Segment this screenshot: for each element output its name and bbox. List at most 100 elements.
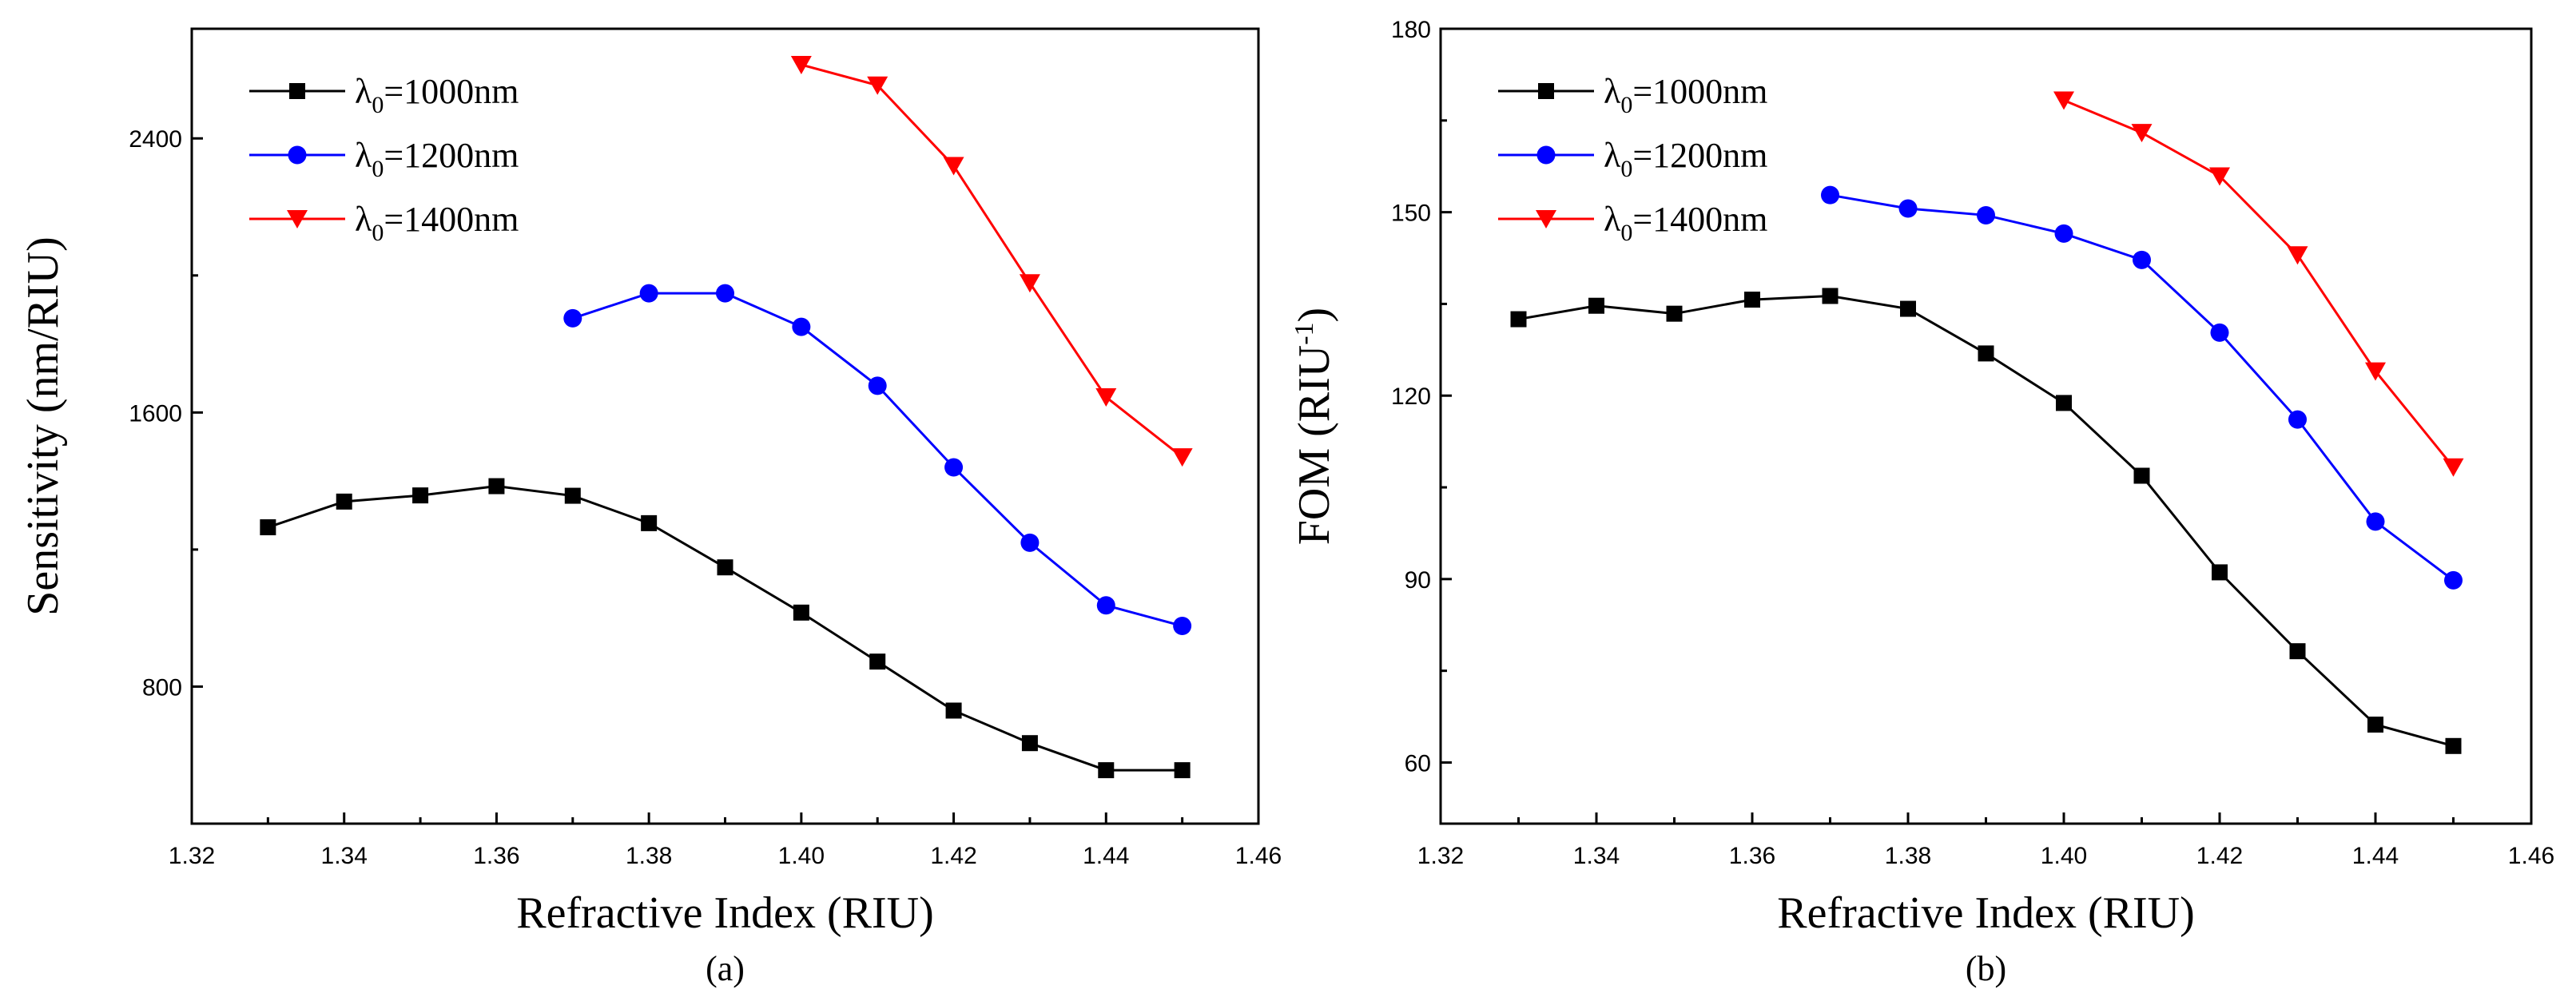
data-point (2131, 124, 2153, 143)
y-tick-label: 120 (1391, 383, 1431, 410)
legend-label: λ0=1000nm (1604, 72, 1767, 118)
y-axis-title-main: FOM (RIU (1290, 345, 1339, 545)
data-point (1098, 762, 1115, 779)
data-point (2054, 224, 2073, 243)
data-point (1171, 448, 1193, 467)
data-point (790, 56, 812, 75)
data-point (869, 653, 886, 670)
data-point (1021, 735, 1038, 752)
data-point (2133, 250, 2151, 269)
y-tick-label: 90 (1405, 567, 1431, 594)
legend-entry: λ0=1000nm (1498, 72, 1767, 118)
legend-label: λ0=1400nm (355, 200, 519, 246)
data-point (1173, 617, 1192, 636)
y-axis-title-end: ) (1290, 308, 1339, 323)
legend-label-subscript: 0 (1620, 220, 1632, 246)
series-1000nm (260, 478, 1191, 779)
x-tick-label: 1.32 (1417, 843, 1464, 869)
x-tick-label: 1.42 (930, 843, 976, 869)
data-point (1900, 300, 1916, 317)
data-point (717, 559, 733, 576)
legend-label-subscript: 0 (372, 220, 384, 246)
data-point (868, 376, 887, 395)
data-point (716, 284, 734, 303)
legend-marker (289, 83, 305, 99)
plot-frame (190, 27, 1260, 825)
x-axis-title: Refractive Index (RIU) (516, 888, 933, 938)
legend-label-symbol: λ (1604, 136, 1621, 175)
data-point (2289, 643, 2306, 660)
legend-label-subscript: 0 (1620, 156, 1632, 182)
data-point (1174, 762, 1191, 779)
data-point (1510, 311, 1527, 328)
data-point (944, 458, 964, 477)
data-point (943, 157, 964, 176)
data-point (1977, 205, 1995, 224)
data-point (2053, 91, 2074, 110)
x-tick-label: 1.34 (321, 843, 368, 869)
x-tick-label: 1.40 (778, 843, 825, 869)
legend-entry: λ0=1200nm (249, 136, 519, 182)
legend-label-value: =1400nm (384, 200, 519, 239)
data-point (1588, 297, 1604, 314)
data-point (1744, 292, 1760, 308)
data-point (563, 308, 582, 328)
data-point (412, 487, 429, 504)
x-tick-label: 1.46 (1235, 843, 1282, 869)
x-axis-title: Refractive Index (RIU) (1777, 888, 2194, 938)
legend-label: λ0=1000nm (355, 72, 519, 118)
data-point (2365, 362, 2386, 381)
legend-label: λ0=1200nm (1604, 136, 1767, 182)
series-line (801, 63, 1183, 459)
data-point (488, 478, 505, 495)
data-point (2288, 410, 2307, 429)
chart-panel-b: 1.32 1.34 1.36 1.38 1.40 1.42 1.44 1.46 60 90 120 1… (1290, 17, 2554, 988)
legend-label-subscript: 0 (372, 156, 384, 182)
legend-label-symbol: λ (355, 72, 372, 111)
legend-label-symbol: λ (1604, 200, 1621, 239)
data-point (641, 514, 658, 531)
legend-label-subscript: 0 (372, 92, 384, 118)
x-tick-label: 1.36 (1729, 843, 1775, 869)
x-tick-label: 1.32 (169, 843, 215, 869)
data-point (1019, 274, 1040, 293)
x-tick-label: 1.34 (1573, 843, 1620, 869)
x-tick-label: 1.38 (626, 843, 672, 869)
series-line (572, 292, 1183, 627)
legend-label-value: =1000nm (1632, 72, 1767, 111)
data-point (1020, 533, 1040, 552)
data-point (2133, 467, 2150, 484)
data-point (1095, 388, 1117, 407)
legend-label-value: =1200nm (384, 136, 519, 175)
series-line (267, 485, 1183, 772)
data-point (1822, 288, 1839, 304)
data-point (867, 76, 888, 95)
y-axis-title: FOM (RIU-1) (1290, 308, 1339, 545)
x-tick-label: 1.44 (1083, 843, 1129, 869)
data-point (2212, 564, 2228, 581)
chart-panel-a: 1.32 1.34 1.36 1.38 1.40 1.42 1.44 1.46 800 1600 2… (18, 27, 1282, 988)
legend-entry: λ0=1400nm (249, 200, 519, 246)
legend-marker (288, 145, 307, 165)
legend-label: λ0=1400nm (1604, 200, 1767, 246)
legend-label-value: =1000nm (384, 72, 519, 111)
data-point (2287, 246, 2308, 265)
data-point (2210, 323, 2229, 342)
data-point (1821, 185, 1839, 205)
y-axis-title: Sensitivity (nm/RIU) (18, 236, 68, 615)
data-point (1666, 305, 1683, 322)
data-point (792, 317, 811, 336)
y-tick-label: 180 (1391, 17, 1431, 43)
series-line (2063, 99, 2455, 468)
x-tick-label: 1.44 (2352, 843, 2399, 869)
data-point (639, 284, 658, 303)
y-axis-title-superscript: -1 (1290, 322, 1319, 344)
x-tick-label: 1.38 (1885, 843, 1931, 869)
data-point (336, 493, 352, 510)
data-point (2443, 458, 2464, 477)
data-point (2056, 395, 2072, 411)
legend-entry: λ0=1400nm (1498, 200, 1767, 246)
x-tick-label: 1.42 (2196, 843, 2243, 869)
data-point (2444, 570, 2463, 590)
series-1400nm (790, 56, 1193, 467)
